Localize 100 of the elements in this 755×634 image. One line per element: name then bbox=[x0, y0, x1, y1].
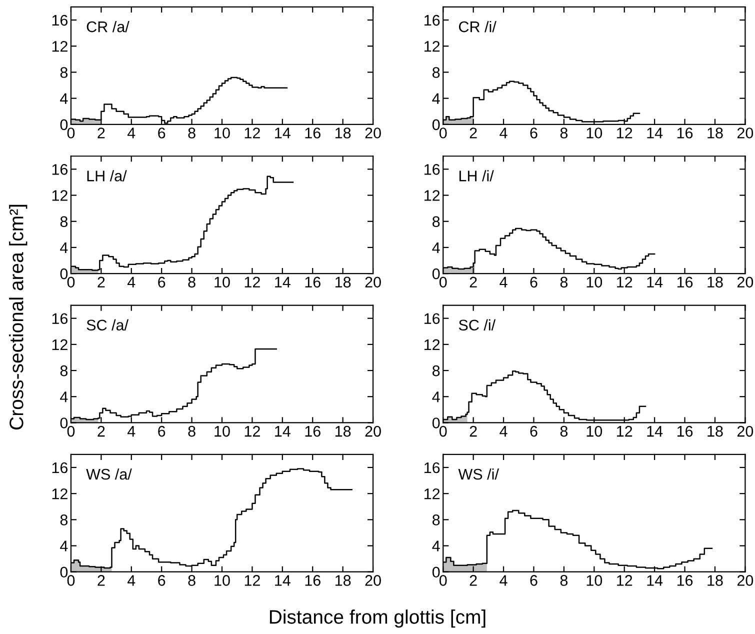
x-tick-label: 16 bbox=[305, 128, 320, 138]
x-tick-label: 0 bbox=[67, 128, 75, 138]
x-tick-label: 4 bbox=[127, 426, 136, 437]
y-tick-label: 4 bbox=[432, 540, 440, 552]
x-tick-label: 6 bbox=[530, 276, 538, 288]
x-tick-label: 2 bbox=[98, 128, 105, 138]
text: LH /i/ bbox=[459, 170, 494, 182]
x-tick-label: 4 bbox=[127, 276, 136, 288]
x-tick-label: 10 bbox=[214, 276, 230, 288]
x-tick-label: 20 bbox=[737, 276, 754, 288]
x-tick-label: 6 bbox=[530, 426, 538, 437]
y-tick-label: 16 bbox=[424, 14, 440, 26]
x-tick-label: 14 bbox=[275, 575, 290, 586]
y-tick-label: 0 bbox=[432, 418, 440, 428]
x-tick-label: 16 bbox=[305, 426, 320, 437]
y-tick-label: 16 bbox=[52, 313, 68, 324]
y-tick-label: 16 bbox=[52, 14, 68, 26]
x-tick-label: 18 bbox=[708, 276, 723, 288]
y-tick-label: 8 bbox=[432, 216, 440, 228]
x-tick-label: 2 bbox=[98, 276, 105, 288]
x-tick-label: 10 bbox=[214, 426, 230, 437]
y-tick-label: 0 bbox=[432, 566, 440, 578]
x-tick-label: 6 bbox=[158, 575, 166, 586]
y-tick-label: 0 bbox=[60, 268, 68, 280]
x-tick-label: 14 bbox=[647, 276, 663, 288]
x-tick-label: 16 bbox=[677, 128, 693, 138]
x-tick-label: 20 bbox=[365, 128, 381, 138]
text: LH /a/ bbox=[87, 170, 127, 182]
text: CR /i/ bbox=[458, 20, 496, 32]
x-tick-label: 10 bbox=[586, 128, 602, 138]
y-tick-label: 12 bbox=[52, 488, 68, 500]
y-tick-label: 4 bbox=[60, 392, 68, 402]
x-tick-label: 6 bbox=[530, 575, 538, 586]
x-tick-label: 8 bbox=[560, 128, 568, 138]
x-tick-label: 18 bbox=[336, 575, 351, 586]
x-tick-label: 0 bbox=[67, 276, 75, 288]
y-tick-label: 0 bbox=[60, 119, 68, 130]
y-tick-label: 16 bbox=[52, 164, 68, 175]
y-tick-label: 0 bbox=[432, 119, 440, 130]
x-tick-label: 10 bbox=[586, 426, 602, 437]
x-tick-label: 20 bbox=[737, 426, 754, 437]
y-tick-label: 16 bbox=[424, 164, 440, 175]
y-tick-label: 4 bbox=[432, 242, 440, 254]
x-tick-label: 12 bbox=[617, 276, 632, 288]
x-tick-label: 20 bbox=[365, 575, 381, 586]
x-tick-label: 2 bbox=[98, 575, 105, 586]
x-tick-label: 12 bbox=[244, 575, 260, 586]
x-tick-label: 8 bbox=[188, 575, 196, 586]
x-tick-label: 18 bbox=[708, 575, 723, 586]
x-tick-label: 14 bbox=[275, 426, 290, 437]
x-tick-label: 8 bbox=[188, 276, 196, 288]
y-tick-label: 12 bbox=[52, 339, 68, 350]
x-tick-label: 4 bbox=[500, 276, 508, 288]
x-tick-label: 12 bbox=[617, 128, 632, 138]
x-tick-label: 8 bbox=[560, 575, 568, 586]
x-axis-title: Distance from glottis [cm] bbox=[270, 610, 486, 628]
x-tick-label: 6 bbox=[158, 128, 166, 138]
text: WS /a/ bbox=[86, 468, 132, 480]
x-tick-label: 6 bbox=[530, 128, 538, 138]
y-tick-label: 8 bbox=[60, 216, 68, 228]
x-tick-label: 16 bbox=[305, 575, 320, 586]
y-tick-label: 12 bbox=[424, 190, 440, 201]
y-tick-label: 12 bbox=[52, 40, 68, 52]
x-tick-label: 4 bbox=[500, 128, 508, 138]
text: SC /a/ bbox=[86, 319, 129, 331]
x-tick-label: 4 bbox=[127, 128, 136, 138]
x-tick-label: 8 bbox=[188, 426, 196, 437]
x-tick-label: 16 bbox=[677, 575, 693, 586]
x-tick-label: 14 bbox=[647, 575, 663, 586]
y-tick-label: 8 bbox=[60, 67, 68, 78]
y-tick-label: 4 bbox=[60, 242, 68, 254]
x-tick-label: 4 bbox=[500, 575, 508, 586]
y-tick-label: 8 bbox=[432, 514, 440, 526]
x-tick-label: 8 bbox=[560, 276, 568, 288]
y-tick-label: 8 bbox=[60, 365, 68, 376]
y-tick-label: 4 bbox=[60, 93, 68, 104]
y-tick-label: 8 bbox=[60, 514, 68, 526]
x-tick-label: 8 bbox=[560, 426, 568, 437]
x-tick-label: 12 bbox=[617, 426, 632, 437]
y-tick-label: 16 bbox=[424, 462, 440, 474]
x-tick-label: 18 bbox=[336, 128, 351, 138]
x-tick-label: 2 bbox=[470, 276, 477, 288]
x-tick-label: 2 bbox=[470, 128, 477, 138]
x-tick-label: 20 bbox=[737, 128, 754, 138]
x-tick-label: 10 bbox=[214, 128, 230, 138]
x-tick-label: 16 bbox=[305, 276, 320, 288]
x-tick-label: 4 bbox=[127, 575, 136, 586]
y-tick-label: 8 bbox=[432, 365, 440, 376]
x-tick-label: 20 bbox=[365, 426, 381, 437]
y-tick-label: 0 bbox=[60, 418, 68, 428]
x-tick-label: 12 bbox=[244, 276, 260, 288]
y-tick-label: 0 bbox=[432, 268, 440, 280]
y-tick-label: 12 bbox=[424, 40, 440, 52]
text: CR /a/ bbox=[86, 20, 130, 32]
y-tick-label: 4 bbox=[432, 93, 440, 104]
x-tick-label: 12 bbox=[244, 426, 260, 437]
text: WS /i/ bbox=[458, 468, 499, 480]
x-tick-label: 16 bbox=[677, 276, 693, 288]
x-tick-label: 6 bbox=[158, 426, 166, 437]
x-tick-label: 12 bbox=[244, 128, 260, 138]
